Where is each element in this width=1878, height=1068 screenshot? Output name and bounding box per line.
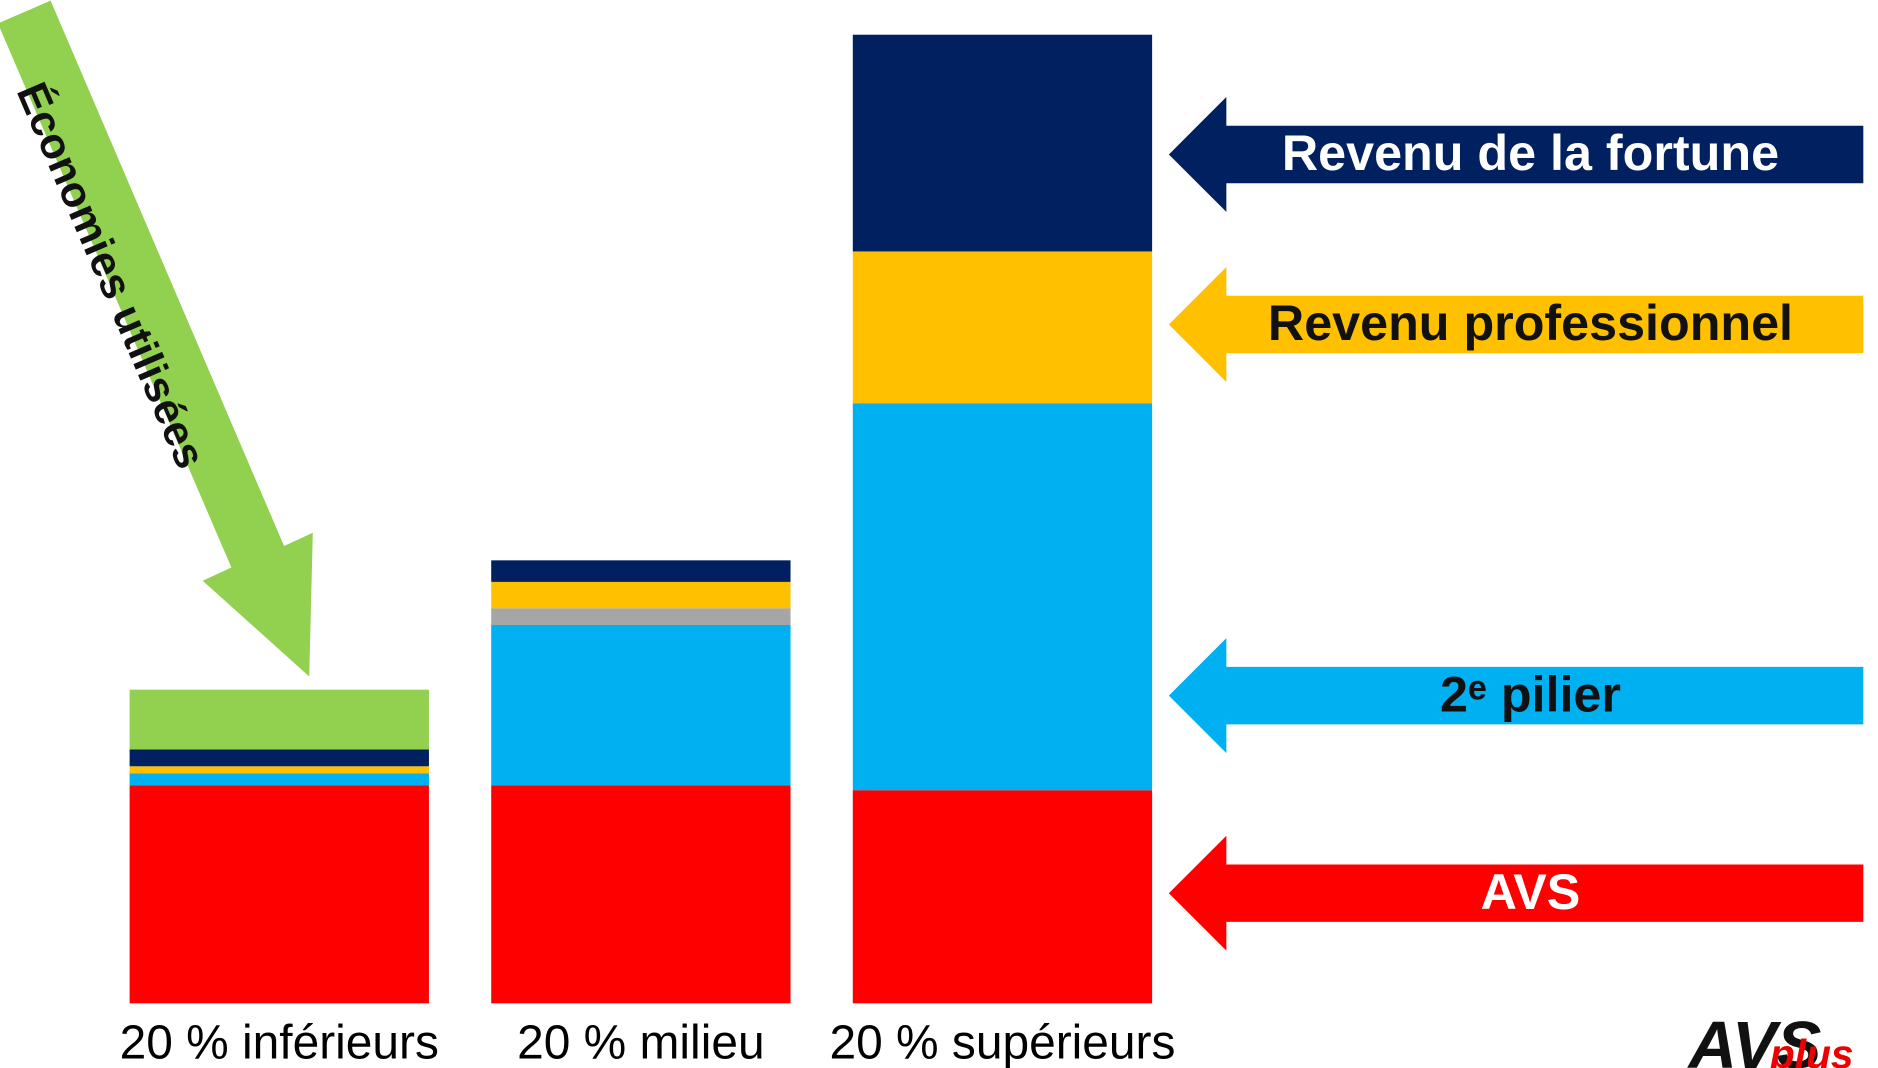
x-tick-label: 20 % inférieurs <box>120 1016 439 1068</box>
legend-label: Revenu de la fortune <box>1282 124 1779 181</box>
bar-segment <box>129 773 429 786</box>
legend-label: 2ᵉ pilier <box>1440 665 1621 722</box>
bar-segment <box>491 624 791 786</box>
savings-label: Économies utilisées <box>7 76 214 476</box>
bar-segment <box>129 766 429 774</box>
legend-arrow <box>1168 96 1864 212</box>
bar-segment <box>852 790 1153 1004</box>
logo: AVS plus <box>1687 1008 1854 1068</box>
bar-segment <box>852 403 1153 791</box>
logo-main: AVS <box>1687 1008 1822 1068</box>
bar-segment <box>491 581 791 609</box>
bar-segment <box>129 749 429 767</box>
legend-label: Revenu professionnel <box>1268 294 1793 351</box>
savings-arrow <box>0 0 313 677</box>
x-tick-label: 20 % milieu <box>517 1016 764 1068</box>
x-tick-label: 20 % supérieurs <box>829 1016 1175 1068</box>
legend-arrow <box>1168 835 1864 951</box>
legend-label: AVS <box>1481 863 1581 920</box>
bar-segment <box>129 689 429 750</box>
bar-segment <box>491 560 791 582</box>
bar-segment <box>852 251 1153 404</box>
logo-sub: plus <box>1769 1031 1854 1068</box>
bar-segment <box>852 34 1153 252</box>
bar-segment <box>491 608 791 625</box>
bar-segment <box>491 785 791 1004</box>
bar-segment <box>129 785 429 1004</box>
